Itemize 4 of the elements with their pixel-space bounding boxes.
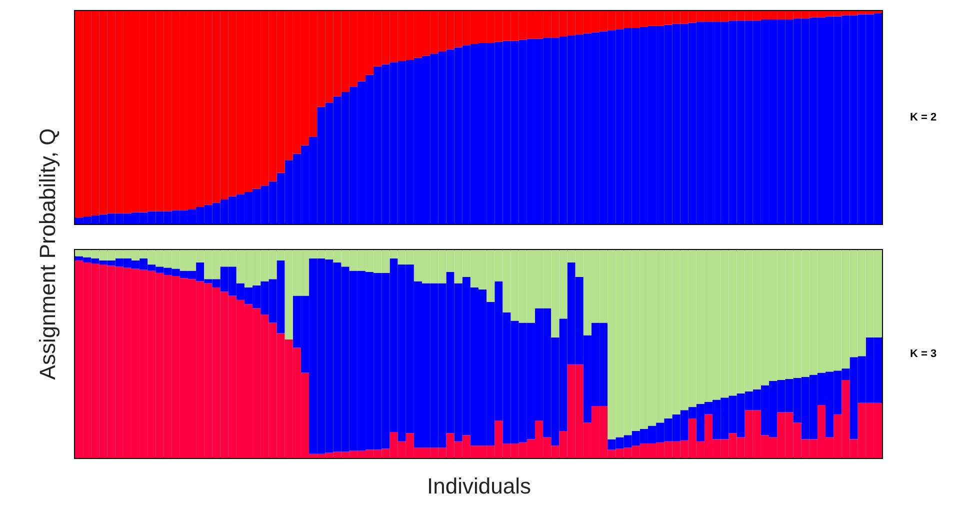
y-axis-title: Assignment Probability, Q: [35, 128, 60, 380]
text: K = 3: [910, 348, 937, 360]
text: K = 2: [910, 112, 937, 124]
x-axis-title: Individuals: [427, 474, 531, 498]
